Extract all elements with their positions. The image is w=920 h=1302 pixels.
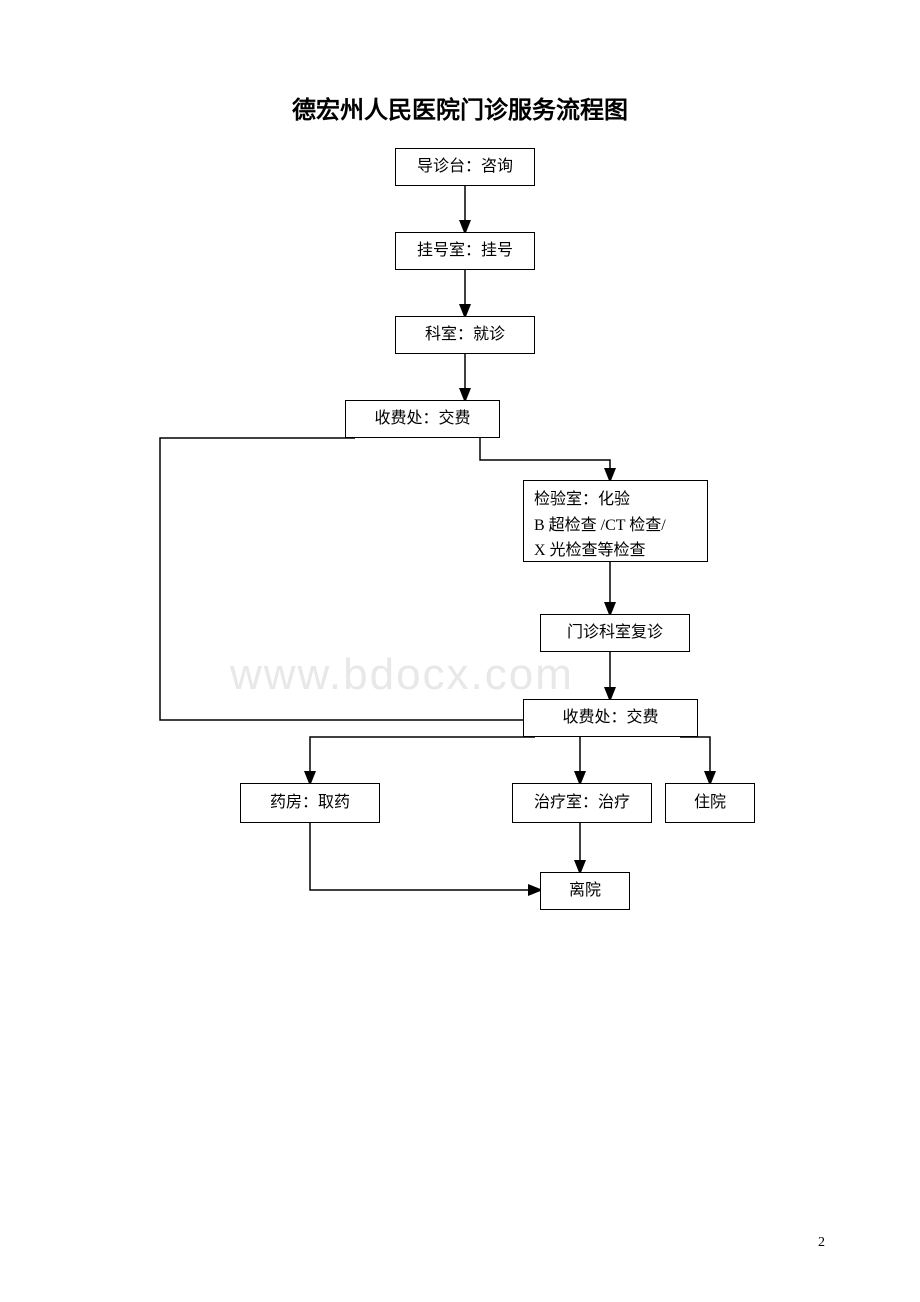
node-text-line: 检验室：化验	[534, 487, 630, 513]
flow-node-n11: 离院	[540, 872, 630, 910]
edge-7	[310, 737, 535, 783]
edge-11	[310, 823, 540, 890]
flow-node-n7: 收费处：交费	[523, 699, 698, 737]
page-title: 德宏州人民医院门诊服务流程图	[0, 90, 920, 125]
node-text-line: B 超检查 /CT 检查/	[534, 513, 666, 539]
flow-node-n8: 药房：取药	[240, 783, 380, 823]
flow-node-n9: 治疗室：治疗	[512, 783, 652, 823]
edge-3	[480, 438, 610, 480]
flow-node-n5: 检验室：化验B 超检查 /CT 检查/X 光检查等检查	[523, 480, 708, 562]
page-number: 2	[818, 1235, 825, 1251]
flow-node-n10: 住院	[665, 783, 755, 823]
edge-9	[680, 737, 710, 783]
node-text-line: X 光检查等检查	[534, 538, 646, 564]
flow-node-n3: 科室：就诊	[395, 316, 535, 354]
watermark-text: www.bdocx.com	[230, 650, 574, 700]
flow-node-n4: 收费处：交费	[345, 400, 500, 438]
flow-node-n6: 门诊科室复诊	[540, 614, 690, 652]
flow-node-n1: 导诊台：咨询	[395, 148, 535, 186]
flow-node-n2: 挂号室：挂号	[395, 232, 535, 270]
